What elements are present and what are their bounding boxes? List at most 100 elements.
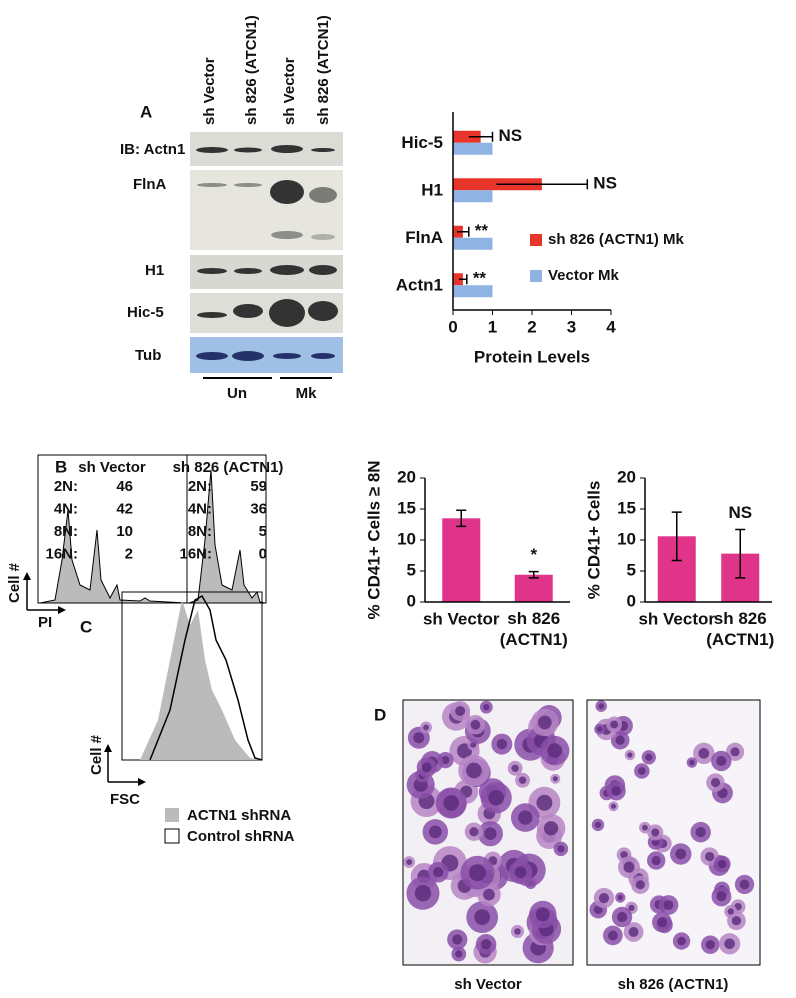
nucleus xyxy=(627,752,633,758)
bar xyxy=(453,273,463,286)
error-bar xyxy=(671,511,682,562)
nucleus xyxy=(483,888,495,901)
y-tick-label: 0 xyxy=(627,591,636,610)
y-tick-label: 10 xyxy=(397,529,416,548)
blot: sh Vector sh 826 (ATCN1) sh Vector sh 82… xyxy=(120,15,343,402)
nucleus xyxy=(543,821,559,836)
y-tick-label: 10 xyxy=(617,529,636,548)
legend-swatch xyxy=(530,270,542,282)
stat-label: 4N: xyxy=(54,500,78,517)
bar xyxy=(453,190,493,203)
nucleus xyxy=(705,851,715,862)
nucleus xyxy=(705,940,715,950)
nucleus xyxy=(455,706,466,716)
nucleus xyxy=(518,810,533,825)
nucleus xyxy=(598,892,610,904)
y-axis-label: % CD41+ Cells ≥ 8N xyxy=(364,460,383,619)
x-axis-label: Protein Levels xyxy=(474,347,590,366)
stat-label: 8N: xyxy=(188,523,212,540)
stat-label: 16N: xyxy=(179,545,212,562)
y-tick-label: 20 xyxy=(617,467,636,486)
category-label: FlnA xyxy=(405,228,443,247)
stat-label: 4N: xyxy=(188,500,212,517)
y-tick-label: 0 xyxy=(407,591,416,610)
nucleus xyxy=(536,794,553,811)
panel-label: C xyxy=(80,617,92,636)
nucleus xyxy=(511,764,519,772)
nucleus xyxy=(535,907,550,922)
nucleus xyxy=(675,848,687,860)
nucleus xyxy=(731,916,742,926)
stat-value: 10 xyxy=(116,523,133,540)
x-tick-label: sh Vector xyxy=(423,609,500,628)
nucleus xyxy=(421,762,432,773)
y-tick-label: 15 xyxy=(397,498,416,517)
nucleus xyxy=(716,891,727,902)
nucleus xyxy=(615,735,625,745)
bar xyxy=(442,518,481,602)
nucleus xyxy=(716,755,727,767)
legend-label: sh 826 (ACTN1) Mk xyxy=(548,231,685,248)
nucleus xyxy=(628,927,639,937)
nucleus xyxy=(594,821,602,828)
error-bar xyxy=(735,528,746,579)
stat-value: 2 xyxy=(125,545,133,562)
x-tick-label: 1 xyxy=(488,317,497,336)
nucleus xyxy=(610,720,619,729)
stat-label: 2N: xyxy=(54,478,78,495)
bar xyxy=(453,130,481,143)
nucleus xyxy=(739,879,750,890)
nucleus xyxy=(537,715,552,730)
y-tick-label: 20 xyxy=(397,467,416,486)
group-label: Un xyxy=(227,385,247,402)
nucleus xyxy=(452,934,463,945)
y-tick-label: 5 xyxy=(407,560,416,579)
lane-label: sh 826 (ATCN1) xyxy=(243,15,260,125)
nucleus xyxy=(651,855,661,866)
error-bar xyxy=(456,509,467,528)
nucleus xyxy=(557,845,565,853)
x-tick-label: 2 xyxy=(527,317,536,336)
group-label: Mk xyxy=(296,385,317,402)
stat-label: 8N: xyxy=(54,523,78,540)
nucleus xyxy=(496,738,508,750)
lane-label: sh Vector xyxy=(281,57,298,125)
bar xyxy=(453,142,493,155)
lane-label: sh Vector xyxy=(201,57,218,125)
x-tick-label: 3 xyxy=(567,317,576,336)
annotation: ** xyxy=(473,269,487,288)
nucleus xyxy=(611,786,621,796)
stat-value: 36 xyxy=(250,500,267,517)
nucleus xyxy=(642,824,648,831)
y-axis-label: % CD41+ Cells xyxy=(584,481,603,600)
micrograph-caption: sh Vector xyxy=(454,976,522,993)
row-label: H1 xyxy=(145,262,164,279)
nucleus xyxy=(717,859,727,869)
bar xyxy=(514,574,553,602)
legend-label: Vector Mk xyxy=(548,267,620,284)
row-label: Tub xyxy=(135,347,161,364)
nucleus xyxy=(428,825,442,839)
stat-value: 46 xyxy=(116,478,133,495)
nucleus xyxy=(698,748,710,759)
nucleus xyxy=(466,762,482,779)
nucleus xyxy=(651,828,660,837)
nucleus xyxy=(488,789,504,806)
axis-label: FSC xyxy=(110,791,140,808)
y-tick-label: 15 xyxy=(617,498,636,517)
nucleus xyxy=(423,724,430,731)
category-label: Actn1 xyxy=(396,276,443,295)
error-bar xyxy=(458,274,468,285)
nucleus xyxy=(663,900,674,910)
nucleus xyxy=(514,866,527,879)
nucleus xyxy=(620,851,628,859)
nucleus xyxy=(610,803,616,809)
nucleus xyxy=(677,936,686,946)
nucleus xyxy=(413,732,425,744)
row-label: Hic-5 xyxy=(127,304,164,321)
nucleus xyxy=(724,938,735,950)
nucleus xyxy=(637,767,646,775)
nucleus xyxy=(414,885,432,902)
nucleus xyxy=(547,743,563,758)
axis-label: Cell # xyxy=(88,734,105,775)
